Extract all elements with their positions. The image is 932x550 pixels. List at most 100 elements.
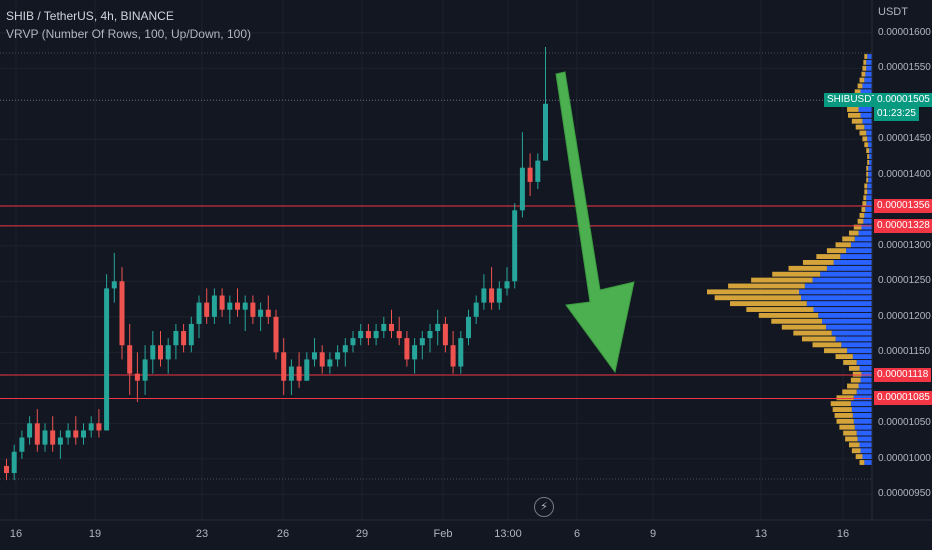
candle-body <box>165 345 171 360</box>
profile-up-bar <box>858 383 872 389</box>
candle-body <box>296 366 302 381</box>
profile-down-bar <box>857 83 863 89</box>
profile-up-bar <box>853 418 872 424</box>
profile-up-bar <box>867 136 872 142</box>
candle-body <box>365 331 371 339</box>
time-tick-label: 9 <box>649 528 657 540</box>
profile-down-bar <box>850 377 861 383</box>
profile-down-bar <box>788 265 827 271</box>
profile-up-bar <box>846 248 872 254</box>
candle-body <box>450 345 456 367</box>
profile-down-bar <box>801 336 836 342</box>
profile-up-bar <box>866 59 872 65</box>
profile-down-bar <box>836 418 854 424</box>
profile-up-bar <box>867 189 872 195</box>
candle-body <box>181 331 187 346</box>
candle-body <box>288 366 294 381</box>
candle-body <box>173 331 179 346</box>
profile-down-bar <box>866 177 869 183</box>
profile-down-bar <box>859 212 865 218</box>
candle-body <box>527 167 533 182</box>
arrow-drawing[interactable] <box>555 71 635 374</box>
candle-body <box>127 345 133 374</box>
profile-up-bar <box>812 277 872 283</box>
candle-body <box>265 309 271 317</box>
price-tick-label: 0.00001550 <box>878 62 931 74</box>
profile-up-bar <box>866 201 872 207</box>
profile-up-bar <box>864 77 872 83</box>
profile-up-bar <box>799 289 872 295</box>
profile-up-bar <box>866 65 872 71</box>
candle-body <box>381 323 387 332</box>
profile-down-bar <box>863 59 867 65</box>
profile-down-bar <box>816 254 841 259</box>
candle-body <box>235 302 240 310</box>
level-price-tag: 0.00001118 <box>874 368 932 383</box>
candle-body <box>211 295 217 317</box>
profile-down-bar <box>864 54 868 59</box>
profile-up-bar <box>862 83 872 89</box>
profile-up-bar <box>866 130 872 136</box>
candle-body <box>27 423 33 438</box>
indicator-title[interactable]: VRVP (Number Of Rows, 100, Up/Down, 100) <box>6 27 251 41</box>
profile-down-bar <box>812 342 842 348</box>
time-tick-label: 26 <box>276 528 290 540</box>
candle-body <box>88 423 94 431</box>
profile-down-bar <box>851 448 861 454</box>
candle-body <box>473 302 479 317</box>
profile-up-bar <box>801 295 872 301</box>
profile-down-bar <box>866 165 869 171</box>
profile-down-bar <box>863 195 867 201</box>
profile-down-bar <box>847 383 859 389</box>
candlestick-series <box>4 46 548 481</box>
time-tick-label: 16 <box>836 528 850 540</box>
candle-body <box>519 167 525 211</box>
profile-up-bar <box>858 230 872 236</box>
profile-up-bar <box>841 342 872 348</box>
candle-body <box>412 345 418 360</box>
profile-down-bar <box>772 271 821 277</box>
candle-body <box>34 423 40 445</box>
candle-body <box>158 345 163 360</box>
volume-profile <box>707 54 872 465</box>
price-tick-label: 0.00001450 <box>878 133 931 145</box>
lightning-icon[interactable]: ⚡ <box>534 497 554 517</box>
profile-up-bar <box>869 148 872 154</box>
candle-body <box>358 331 364 339</box>
profile-up-bar <box>804 283 872 289</box>
profile-up-bar <box>826 265 872 271</box>
candle-body <box>489 288 495 303</box>
profile-up-bar <box>864 460 872 465</box>
symbol-title[interactable]: SHIB / TetherUS, 4h, BINANCE <box>6 9 174 23</box>
profile-down-bar <box>848 112 861 118</box>
candle-body <box>104 288 110 431</box>
profile-up-bar <box>868 142 872 148</box>
profile-up-bar <box>863 218 872 224</box>
profile-down-bar <box>851 118 863 124</box>
candle-body <box>512 210 518 282</box>
profile-down-bar <box>842 389 857 395</box>
candle-body <box>543 103 548 161</box>
candle-body <box>419 338 425 346</box>
candle-body <box>335 352 341 360</box>
candle-body <box>481 288 487 303</box>
profile-up-bar <box>867 183 872 189</box>
candle-body <box>435 323 441 332</box>
profile-up-bar <box>835 336 872 342</box>
candle-body <box>219 295 225 310</box>
profile-up-bar <box>865 207 872 212</box>
price-tick-label: 0.00001150 <box>878 346 931 358</box>
profile-down-bar <box>730 301 807 307</box>
profile-up-bar <box>862 454 872 460</box>
profile-down-bar <box>854 89 861 95</box>
down-arrow-icon[interactable] <box>555 71 635 374</box>
profile-up-bar <box>806 301 872 307</box>
candle-body <box>250 302 256 317</box>
candle-body <box>342 345 348 353</box>
profile-down-bar <box>847 107 859 112</box>
time-tick-label: 6 <box>573 528 581 540</box>
candle-body <box>50 430 56 445</box>
profile-down-bar <box>866 148 870 154</box>
candle-body <box>188 323 194 346</box>
